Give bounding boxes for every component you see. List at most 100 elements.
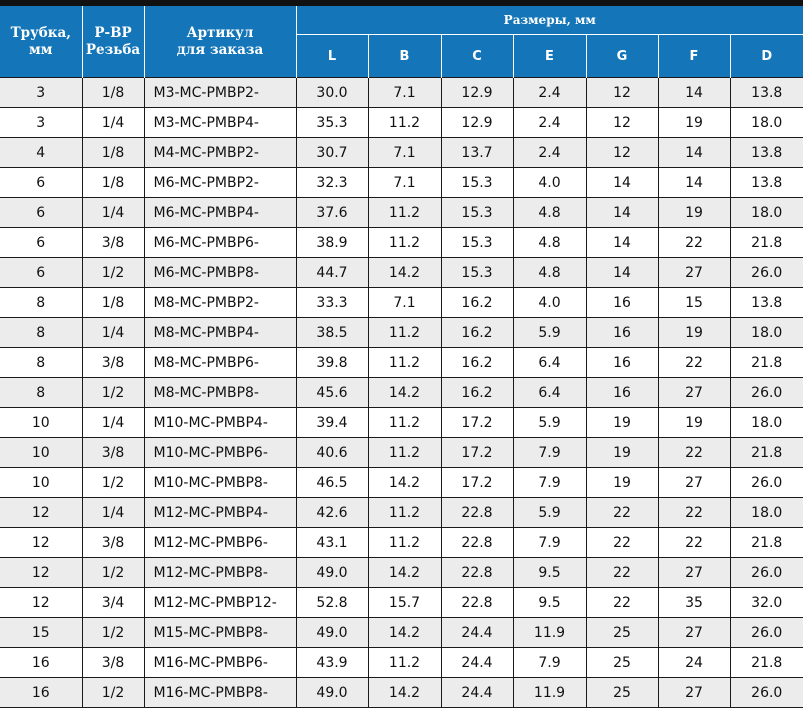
cell-L: 30.7	[295, 137, 369, 168]
cell-tube: 6	[0, 197, 83, 228]
cell-C: 15.3	[440, 227, 514, 258]
cell-D: 18.0	[729, 497, 803, 528]
cell-B: 14.2	[367, 377, 442, 408]
cell-E: 7.9	[512, 647, 587, 678]
cell-E: 6.4	[512, 377, 587, 408]
table-row: 15 1/2 M15-MC-PMBP8- 49.0 14.2 24.4 11.9 25 27 26…	[0, 617, 803, 648]
cell-E: 5.9	[512, 317, 587, 348]
cell-tube: 4	[0, 137, 83, 168]
cell-B: 11.2	[367, 407, 442, 438]
cell-E: 11.9	[512, 617, 587, 648]
cell-E: 2.4	[512, 77, 587, 108]
fittings-spec-table: Трубка, мм Р-ВР Резьба Артикул для заказ…	[0, 6, 803, 708]
cell-C: 22.8	[440, 587, 514, 618]
cell-C: 12.9	[440, 77, 514, 108]
table-row: 12 3/4 M12-MC-PMBP12- 52.8 15.7 22.8 9.5 22 35 32…	[0, 587, 803, 618]
cell-C: 24.4	[440, 677, 514, 708]
cell-G: 22	[585, 557, 659, 588]
cell-L: 33.3	[295, 287, 369, 318]
cell-tube: 6	[0, 227, 83, 258]
cell-thread: 3/8	[81, 437, 145, 468]
table-row: 6 1/8 M6-MC-PMBP2- 32.3 7.1 15.3 4.0 14 14 13.8	[0, 167, 803, 198]
cell-B: 11.2	[367, 197, 442, 228]
cell-thread: 3/8	[81, 347, 145, 378]
cell-L: 38.5	[295, 317, 369, 348]
header-row-dims: L B C E G F D	[0, 34, 803, 78]
cell-thread: 3/4	[81, 587, 145, 618]
cell-thread: 1/4	[81, 407, 145, 438]
cell-C: 24.4	[440, 647, 514, 678]
header-article-line2: для заказа	[176, 41, 264, 58]
cell-G: 14	[585, 167, 659, 198]
cell-G: 14	[585, 197, 659, 228]
cell-thread: 3/8	[81, 647, 145, 678]
cell-article: M12-MC-PMBP4-	[143, 497, 297, 528]
cell-E: 11.9	[512, 677, 587, 708]
cell-L: 52.8	[295, 587, 369, 618]
cell-thread: 1/8	[81, 77, 145, 108]
cell-article: M8-MC-PMBP8-	[143, 377, 297, 408]
cell-tube: 15	[0, 617, 83, 648]
cell-G: 16	[585, 347, 659, 378]
cell-tube: 3	[0, 107, 83, 138]
cell-D: 26.0	[729, 377, 803, 408]
cell-L: 43.1	[295, 527, 369, 558]
header-tube-line2: мм	[29, 41, 53, 58]
table-row: 12 1/2 M12-MC-PMBP8- 49.0 14.2 22.8 9.5 22 27 26.…	[0, 557, 803, 588]
cell-D: 26.0	[729, 257, 803, 288]
cell-F: 14	[657, 137, 731, 168]
cell-B: 7.1	[367, 137, 442, 168]
table-row: 8 1/8 M8-MC-PMBP2- 33.3 7.1 16.2 4.0 16 15 13.8	[0, 287, 803, 318]
cell-D: 18.0	[729, 407, 803, 438]
cell-thread: 1/4	[81, 317, 145, 348]
cell-article: M3-MC-PMBP2-	[143, 77, 297, 108]
cell-C: 15.3	[440, 197, 514, 228]
cell-G: 25	[585, 647, 659, 678]
cell-L: 38.9	[295, 227, 369, 258]
cell-article: M4-MC-PMBP2-	[143, 137, 297, 168]
cell-F: 22	[657, 527, 731, 558]
header-thread-line2: Резьба	[85, 41, 141, 58]
cell-tube: 8	[0, 287, 83, 318]
cell-B: 14.2	[367, 617, 442, 648]
cell-D: 13.8	[729, 137, 803, 168]
cell-tube: 6	[0, 257, 83, 288]
header-thread: Р-ВР Резьба	[82, 6, 145, 78]
cell-G: 22	[585, 497, 659, 528]
cell-G: 12	[585, 107, 659, 138]
cell-E: 4.0	[512, 287, 587, 318]
header-article-line1: Артикул	[186, 24, 254, 41]
cell-B: 14.2	[367, 257, 442, 288]
header-row-top: Трубка, мм Р-ВР Резьба Артикул для заказ…	[0, 6, 803, 78]
cell-D: 18.0	[729, 317, 803, 348]
cell-tube: 12	[0, 497, 83, 528]
cell-B: 14.2	[367, 677, 442, 708]
cell-G: 22	[585, 587, 659, 618]
cell-D: 21.8	[729, 527, 803, 558]
cell-tube: 10	[0, 437, 83, 468]
cell-B: 7.1	[367, 77, 442, 108]
cell-L: 35.3	[295, 107, 369, 138]
cell-L: 37.6	[295, 197, 369, 228]
cell-G: 25	[585, 677, 659, 708]
cell-D: 21.8	[729, 437, 803, 468]
cell-D: 18.0	[729, 107, 803, 138]
header-dimensions-group: Размеры, мм	[296, 6, 803, 35]
cell-D: 13.8	[729, 287, 803, 318]
table-row: 6 3/8 M6-MC-PMBP6- 38.9 11.2 15.3 4.8 14 22 21.8	[0, 227, 803, 258]
cell-C: 17.2	[440, 407, 514, 438]
header-dim-E: E	[512, 34, 586, 78]
cell-E: 2.4	[512, 107, 587, 138]
cell-E: 6.4	[512, 347, 587, 378]
cell-thread: 1/2	[81, 257, 145, 288]
cell-F: 14	[657, 167, 731, 198]
cell-tube: 16	[0, 647, 83, 678]
cell-D: 13.8	[729, 167, 803, 198]
cell-tube: 10	[0, 407, 83, 438]
cell-F: 27	[657, 617, 731, 648]
cell-E: 4.8	[512, 227, 587, 258]
cell-D: 32.0	[729, 587, 803, 618]
cell-thread: 1/8	[81, 287, 145, 318]
table-row: 16 3/8 M16-MC-PMBP6- 43.9 11.2 24.4 7.9 25 24 21.…	[0, 647, 803, 678]
cell-C: 22.8	[440, 527, 514, 558]
